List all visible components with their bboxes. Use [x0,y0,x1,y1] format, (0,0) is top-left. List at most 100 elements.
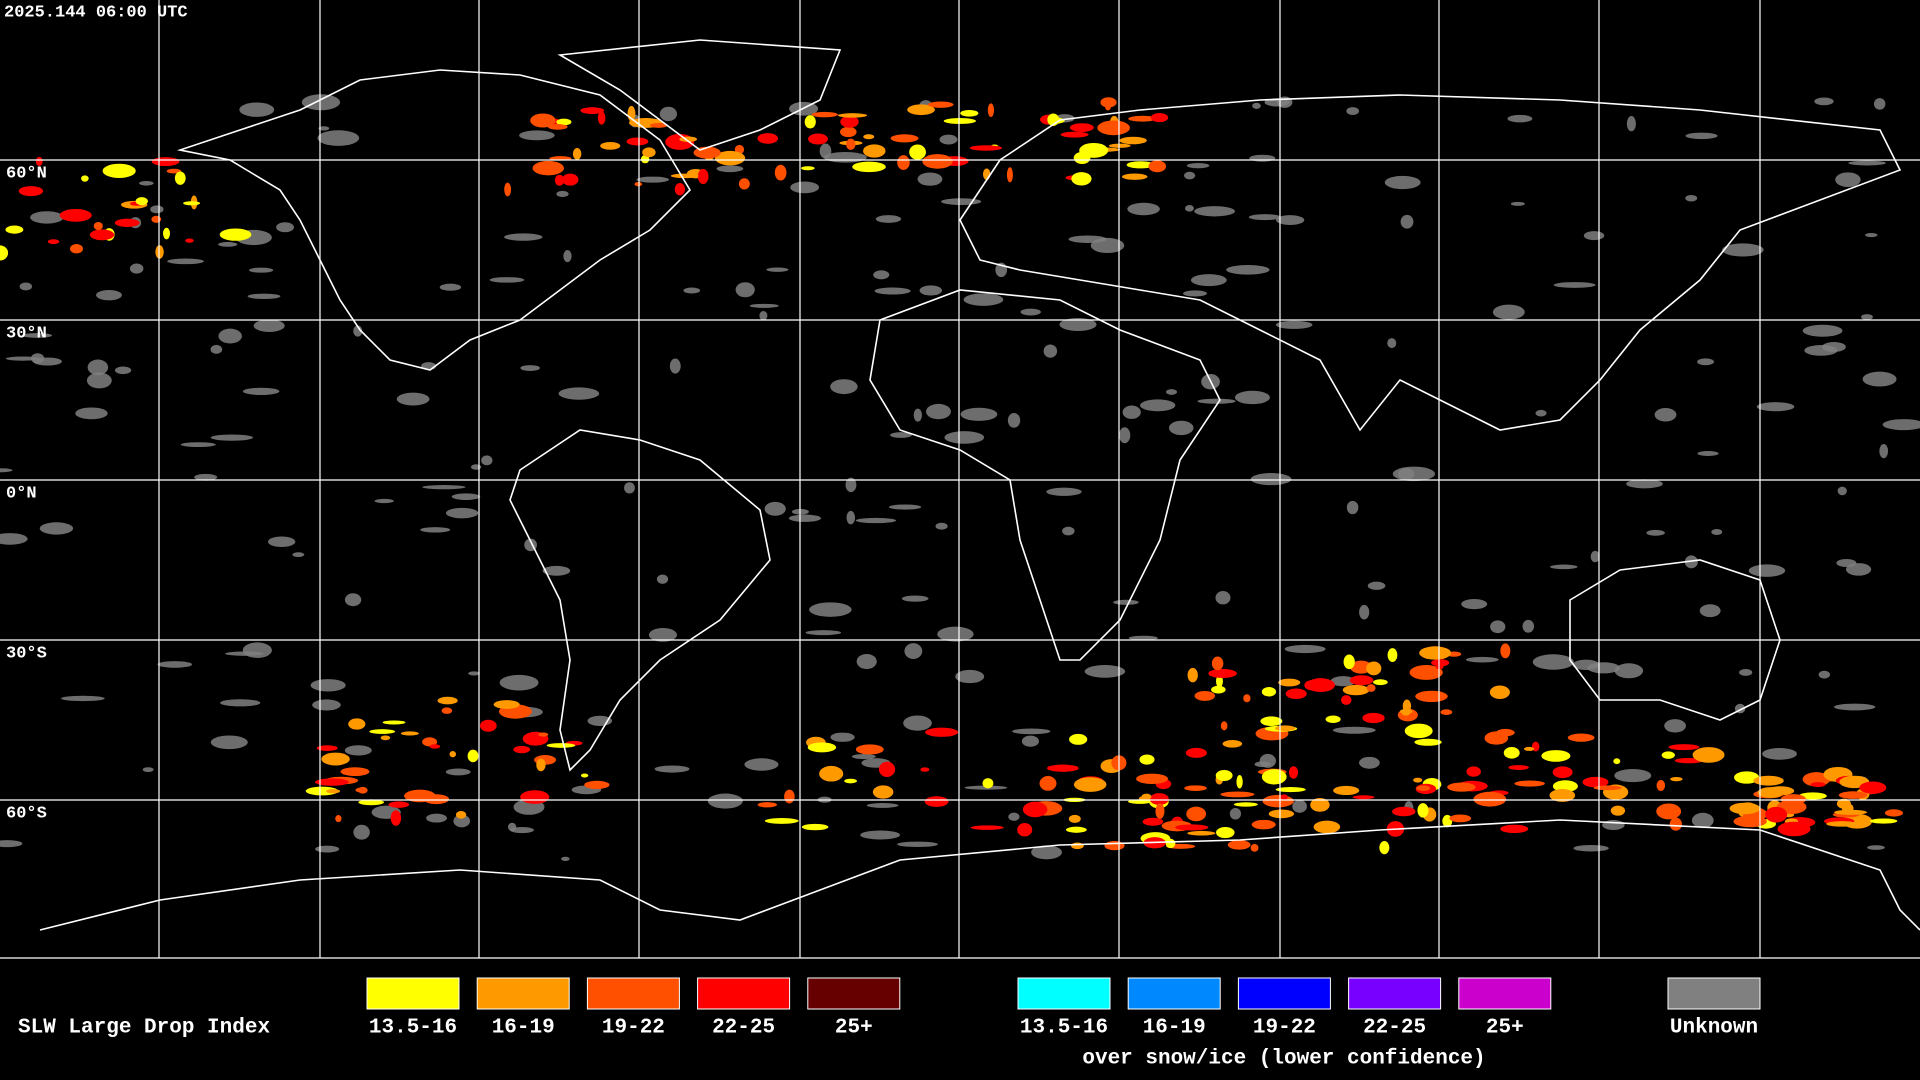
cloud-patch [1059,318,1097,332]
legend-swatch [1667,977,1761,1010]
cloud-patch [1276,215,1305,225]
cloud-patch [510,826,534,834]
cloud-patch [875,215,902,223]
cloud-patch [1532,654,1574,670]
cloud-patch [353,824,370,840]
slw-patch [1006,167,1013,183]
slw-patch [556,118,572,126]
cloud-patch [1046,487,1082,496]
slw-patch [1313,820,1341,834]
slw-patch [837,113,868,118]
slw-patch [429,744,441,749]
slw-patch [1810,782,1826,788]
cloud-patch [1346,107,1360,116]
slw-patch [811,111,838,118]
latitude-label: 0°N [6,484,37,503]
slw-patch [369,729,396,734]
slw-patch [1366,684,1376,692]
slw-patch [642,147,656,158]
legend-swatch [697,977,791,1010]
cloud-patch [1490,620,1506,634]
slw-patch [5,225,24,234]
cloud-patch [157,661,193,668]
slw-patch [1275,725,1296,732]
cloud-patch [744,758,779,771]
slw-patch [1489,685,1510,700]
slw-patch [1362,712,1385,724]
cloud-patch [963,293,1004,306]
slw-patch [1128,115,1157,122]
cloud-patch [1691,812,1714,829]
slw-patch [1073,777,1107,792]
slw-patch [1220,721,1228,731]
legend-label: 19-22 [1253,1017,1316,1040]
latitude-label: 30°N [6,324,47,343]
slw-patch [878,761,896,778]
slw-patch [1798,792,1827,800]
slw-patch [1148,160,1167,173]
slw-patch [1473,791,1507,807]
slw-patch [305,786,339,796]
cloud-patch [1332,726,1376,734]
slw-patch [0,245,9,261]
slw-patch [1285,688,1307,699]
cloud-patch [1062,526,1075,536]
slw-patch [59,208,92,222]
slw-patch [1379,841,1390,855]
slw-patch [532,160,565,176]
cloud-patch [1284,644,1326,654]
slw-patch [757,133,779,144]
slw-patch [185,238,194,243]
slw-patch [1523,746,1535,751]
cloud-patch [1837,486,1847,496]
slw-patch [1419,646,1452,660]
cloud-patch [301,94,341,111]
slw-patch [1765,806,1788,823]
cloud-patch [1862,371,1897,387]
antarctica [39,819,1920,931]
cloud-patch [453,814,471,828]
cloud-patch [86,372,112,389]
timestamp: 2025.144 06:00 UTC [4,3,188,22]
cloud-patch [344,745,372,756]
slw-patch [890,134,919,143]
cloud-patch [1194,206,1235,217]
cloud-patch [519,130,555,141]
slw-patch [982,168,991,180]
slw-patch [1508,765,1529,770]
cloud-patch [344,593,362,607]
cloud-patch [445,507,479,519]
slw-patch [382,720,406,725]
cloud-patch [167,258,204,265]
cloud-patch [897,841,939,847]
cloud-patch [1833,703,1876,711]
slw-patch [1187,667,1198,683]
slw-patch [1859,781,1887,794]
cloud-patch [87,359,109,376]
slw-patch [982,778,994,789]
cloud-patch [1113,599,1139,605]
slw-patch [1349,675,1374,686]
cloud-patch [937,626,974,642]
cloud-patch [1367,581,1386,590]
slw-patch [640,155,650,164]
cloud-patch [292,552,305,558]
slw-patch [355,787,367,793]
slw-patch [1288,766,1299,779]
cloud-patch [1602,819,1625,830]
slw-patch [1870,818,1898,824]
cloud-patch [851,754,876,760]
cloud-patch [420,527,451,533]
slw-patch [18,186,44,197]
slw-patch [1155,803,1165,819]
cloud-patch [1535,409,1547,417]
slw-patch [1780,794,1807,805]
cloud-patch [766,267,789,272]
slw-patch [1071,842,1084,850]
slw-patch [1047,764,1079,772]
cloud-patch [242,642,272,658]
slw-patch [1243,694,1251,703]
cloud-patch [499,674,539,691]
cloud-patch [1190,274,1227,287]
